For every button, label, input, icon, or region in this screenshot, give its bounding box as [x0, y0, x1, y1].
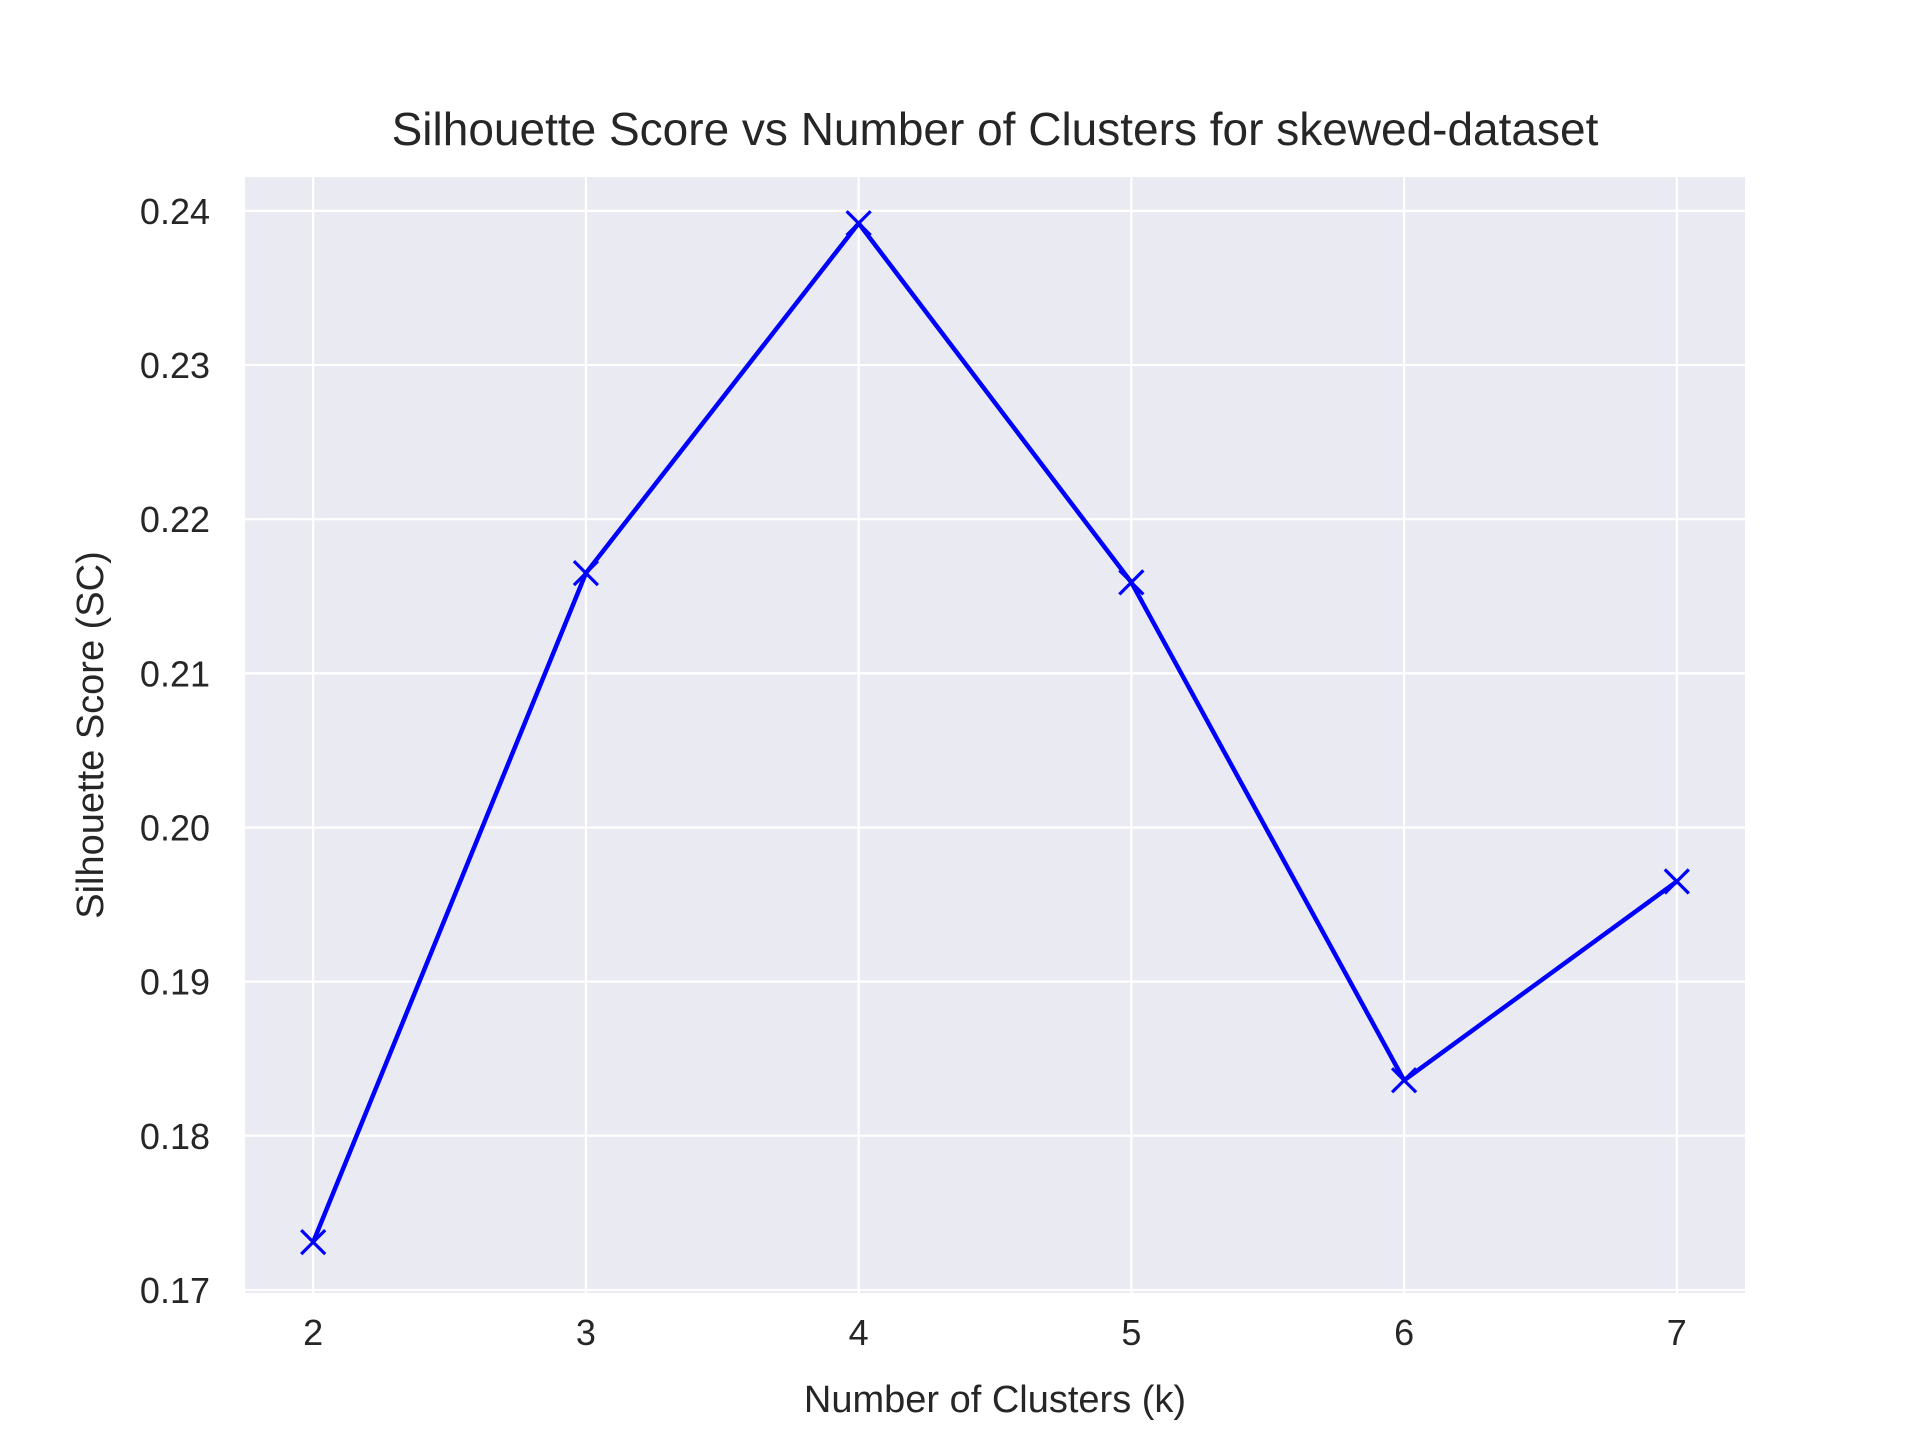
series-line — [310, 220, 1680, 1245]
data-point-marker — [1390, 1067, 1418, 1094]
data-series — [310, 220, 1680, 1245]
y-tick-label: 0.17 — [140, 1270, 210, 1311]
y-tick-label: 0.18 — [140, 1116, 210, 1157]
x-tick-label: 2 — [303, 1312, 323, 1353]
x-axis-tick-labels: 2 3 4 5 6 7 — [303, 1312, 1687, 1353]
y-tick-label: 0.23 — [140, 345, 210, 386]
x-tick-label: 6 — [1394, 1312, 1414, 1353]
y-axis-tick-labels: 0.17 0.18 0.19 0.20 0.21 0.22 0.23 0.24 — [140, 191, 210, 1311]
x-axis-title: Number of Clusters (k) — [804, 1379, 1186, 1421]
y-tick-label: 0.22 — [140, 499, 210, 540]
plot-background — [245, 177, 1745, 1293]
data-point-marker — [572, 560, 600, 587]
y-tick-label: 0.21 — [140, 653, 210, 694]
data-markers — [300, 210, 1690, 1256]
grid-lines — [245, 177, 1745, 1293]
data-point-marker — [1118, 569, 1145, 596]
data-point-marker — [1663, 868, 1690, 895]
y-tick-label: 0.24 — [140, 191, 210, 232]
y-tick-label: 0.20 — [140, 807, 210, 848]
x-tick-label: 5 — [1121, 1312, 1141, 1353]
x-tick-label: 7 — [1667, 1312, 1687, 1353]
data-point-marker — [845, 210, 872, 237]
data-point-marker — [300, 1229, 327, 1256]
y-tick-label: 0.19 — [140, 962, 210, 1003]
x-tick-label: 3 — [576, 1312, 596, 1353]
x-tick-label: 4 — [849, 1312, 869, 1353]
chart-title: Silhouette Score vs Number of Clusters f… — [392, 103, 1599, 155]
y-axis-title: Silhouette Score (SC) — [70, 551, 112, 919]
